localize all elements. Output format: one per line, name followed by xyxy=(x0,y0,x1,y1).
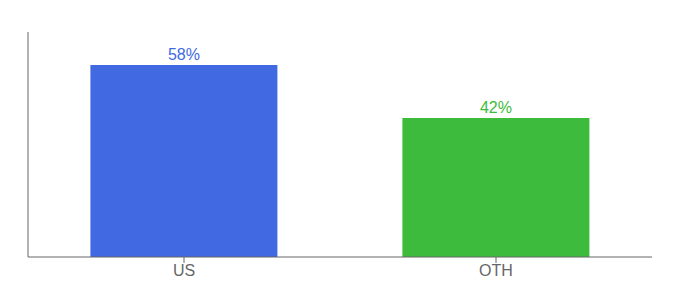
svg-text:42%: 42% xyxy=(480,99,512,116)
svg-text:US: US xyxy=(173,262,195,279)
svg-text:58%: 58% xyxy=(168,46,200,63)
svg-text:OTH: OTH xyxy=(479,262,513,279)
